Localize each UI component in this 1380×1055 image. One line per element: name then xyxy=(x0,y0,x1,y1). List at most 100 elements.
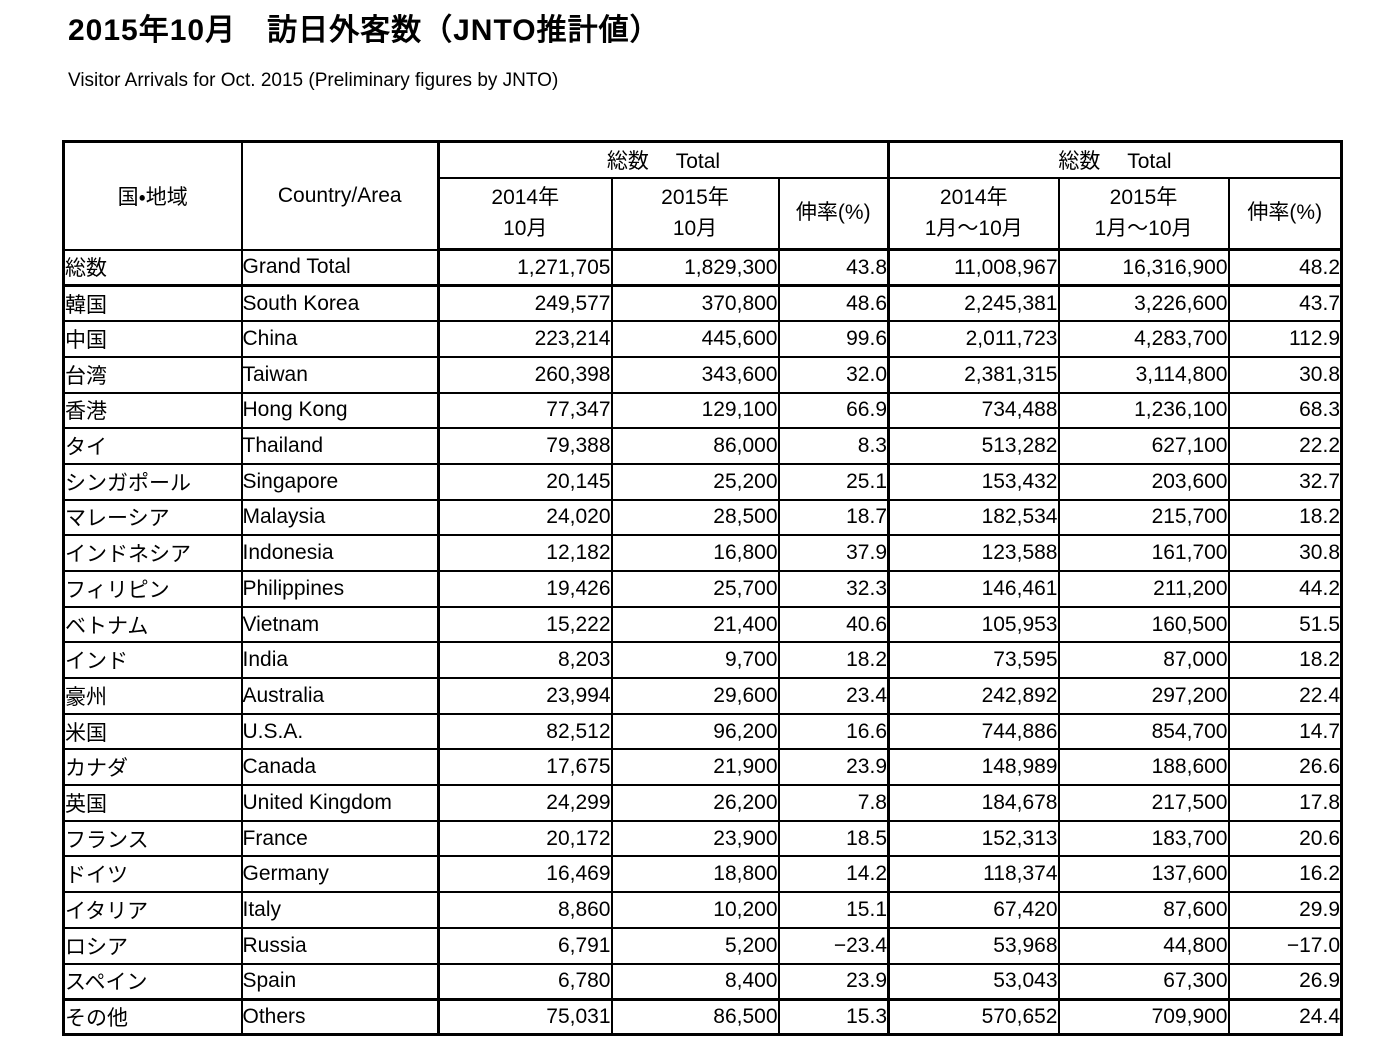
table-row: 中国 China 223,214 445,600 99.6 2,011,723 4,283,… xyxy=(62,320,1343,358)
table-row: 総数 Grand Total 1,271,705 1,829,300 43.8 11,00… xyxy=(62,248,1343,287)
value-cell: 211,200 xyxy=(1057,569,1230,608)
table-row: マレーシア Malaysia 24,020 28,500 18.7 182,534 215,… xyxy=(62,498,1343,537)
value-cell: 86,000 xyxy=(610,427,780,465)
visitor-arrivals-table: 国・地域 Country/Area 総数 Total 総数 Total 2014… xyxy=(62,140,1343,1037)
value-cell: 297,200 xyxy=(1057,677,1230,715)
value-cell: 24,020 xyxy=(437,498,613,537)
table-row: フランス France 20,172 23,900 18.5 152,313 183,700… xyxy=(62,819,1343,858)
value-cell: 51.5 xyxy=(1227,605,1343,644)
value-cell: 29.9 xyxy=(1227,891,1343,929)
value-cell: 53,968 xyxy=(887,926,1060,965)
value-cell: 184,678 xyxy=(887,784,1060,822)
value-cell: 48.6 xyxy=(777,284,890,323)
value-cell: 10,200 xyxy=(610,891,780,929)
country-en-cell: Taiwan xyxy=(240,355,440,394)
value-cell: 25.1 xyxy=(777,462,890,501)
value-cell: 161,700 xyxy=(1057,534,1230,572)
country-en-cell: France xyxy=(240,819,440,858)
value-cell: 82,512 xyxy=(437,712,613,751)
table-row: その他 Others 75,031 86,500 15.3 570,652 709,900 2… xyxy=(62,997,1343,1036)
value-cell: 32.0 xyxy=(777,355,890,394)
value-cell: 25,700 xyxy=(610,569,780,608)
value-cell: 343,600 xyxy=(610,355,780,394)
value-cell: 26,200 xyxy=(610,784,780,822)
header-group-row: 国・地域 Country/Area 総数 Total 総数 Total xyxy=(62,140,1343,251)
value-cell: 16,800 xyxy=(610,534,780,572)
value-cell: 18.5 xyxy=(777,819,890,858)
country-jp-cell: ドイツ xyxy=(62,855,243,894)
table-row: 米国 U.S.A. 82,512 96,200 16.6 744,886 854,700 14… xyxy=(62,712,1343,751)
value-cell: 25,200 xyxy=(610,462,780,501)
table-row: シンガポール Singapore 20,145 25,200 25.1 153,432 20… xyxy=(62,462,1343,501)
value-cell: 105,953 xyxy=(887,605,1060,644)
header-total-cumulative: 総数 Total xyxy=(887,140,1343,179)
value-cell: 627,100 xyxy=(1057,427,1230,465)
value-cell: 26.6 xyxy=(1227,748,1343,787)
value-cell: 6,791 xyxy=(437,926,613,965)
value-cell: 153,432 xyxy=(887,462,1060,501)
country-jp-cell: ロシア xyxy=(62,926,243,965)
value-cell: 86,500 xyxy=(610,997,780,1036)
value-cell: 23,994 xyxy=(437,677,613,715)
value-cell: 8,400 xyxy=(610,962,780,1001)
value-cell: 16,469 xyxy=(437,855,613,894)
value-cell: 12,182 xyxy=(437,534,613,572)
country-jp-cell: 英国 xyxy=(62,784,243,822)
value-cell: 14.2 xyxy=(777,855,890,894)
value-cell: 217,500 xyxy=(1057,784,1230,822)
country-en-cell: U.S.A. xyxy=(240,712,440,751)
value-cell: 2,245,381 xyxy=(887,284,1060,323)
country-jp-cell: 豪州 xyxy=(62,677,243,715)
value-cell: 4,283,700 xyxy=(1057,320,1230,358)
value-cell: 1,271,705 xyxy=(437,248,613,287)
country-en-cell: Philippines xyxy=(240,569,440,608)
value-cell: 183,700 xyxy=(1057,819,1230,858)
value-cell: 1,236,100 xyxy=(1057,391,1230,430)
country-jp-cell: シンガポール xyxy=(62,462,243,501)
value-cell: 23.9 xyxy=(777,748,890,787)
table-row: インド India 8,203 9,700 18.2 73,595 87,000 18.2 xyxy=(62,641,1343,680)
header-growth-cumulative: 伸率(%) xyxy=(1227,176,1343,252)
country-en-cell: Canada xyxy=(240,748,440,787)
table-row: フィリピン Philippines 19,426 25,700 32.3 146,461 2… xyxy=(62,569,1343,608)
value-cell: 44.2 xyxy=(1227,569,1343,608)
value-cell: 16,316,900 xyxy=(1057,248,1230,287)
value-cell: 73,595 xyxy=(887,641,1060,680)
value-cell: 23.4 xyxy=(777,677,890,715)
value-cell: 182,534 xyxy=(887,498,1060,537)
country-en-cell: Malaysia xyxy=(240,498,440,537)
value-cell: 18.7 xyxy=(777,498,890,537)
value-cell: 43.7 xyxy=(1227,284,1343,323)
value-cell: 7.8 xyxy=(777,784,890,822)
value-cell: 23,900 xyxy=(610,819,780,858)
country-jp-cell: フランス xyxy=(62,819,243,858)
country-jp-cell: スペイン xyxy=(62,962,243,1001)
value-cell: 19,426 xyxy=(437,569,613,608)
country-jp-cell: フィリピン xyxy=(62,569,243,608)
value-cell: 15.3 xyxy=(777,997,890,1036)
country-en-cell: South Korea xyxy=(240,284,440,323)
value-cell: 20,172 xyxy=(437,819,613,858)
header-growth-monthly: 伸率(%) xyxy=(777,176,890,252)
country-en-cell: China xyxy=(240,320,440,358)
country-en-cell: Vietnam xyxy=(240,605,440,644)
table-row: 香港 Hong Kong 77,347 129,100 66.9 734,488 1,236… xyxy=(62,391,1343,430)
country-en-cell: Russia xyxy=(240,926,440,965)
country-en-cell: Italy xyxy=(240,891,440,929)
country-en-cell: Thailand xyxy=(240,427,440,465)
country-jp-cell: 台湾 xyxy=(62,355,243,394)
value-cell: 15,222 xyxy=(437,605,613,644)
value-cell: 32.3 xyxy=(777,569,890,608)
value-cell: 6,780 xyxy=(437,962,613,1001)
value-cell: 854,700 xyxy=(1057,712,1230,751)
country-en-cell: Singapore xyxy=(240,462,440,501)
value-cell: 22.4 xyxy=(1227,677,1343,715)
country-jp-cell: 香港 xyxy=(62,391,243,430)
value-cell: 77,347 xyxy=(437,391,613,430)
value-cell: −23.4 xyxy=(777,926,890,965)
value-cell: 67,300 xyxy=(1057,962,1230,1001)
value-cell: 79,388 xyxy=(437,427,613,465)
table-row: 台湾 Taiwan 260,398 343,600 32.0 2,381,315 3,114… xyxy=(62,355,1343,394)
table-row: ロシア Russia 6,791 5,200 −23.4 53,968 44,800 −17.… xyxy=(62,926,1343,965)
country-en-cell: Indonesia xyxy=(240,534,440,572)
